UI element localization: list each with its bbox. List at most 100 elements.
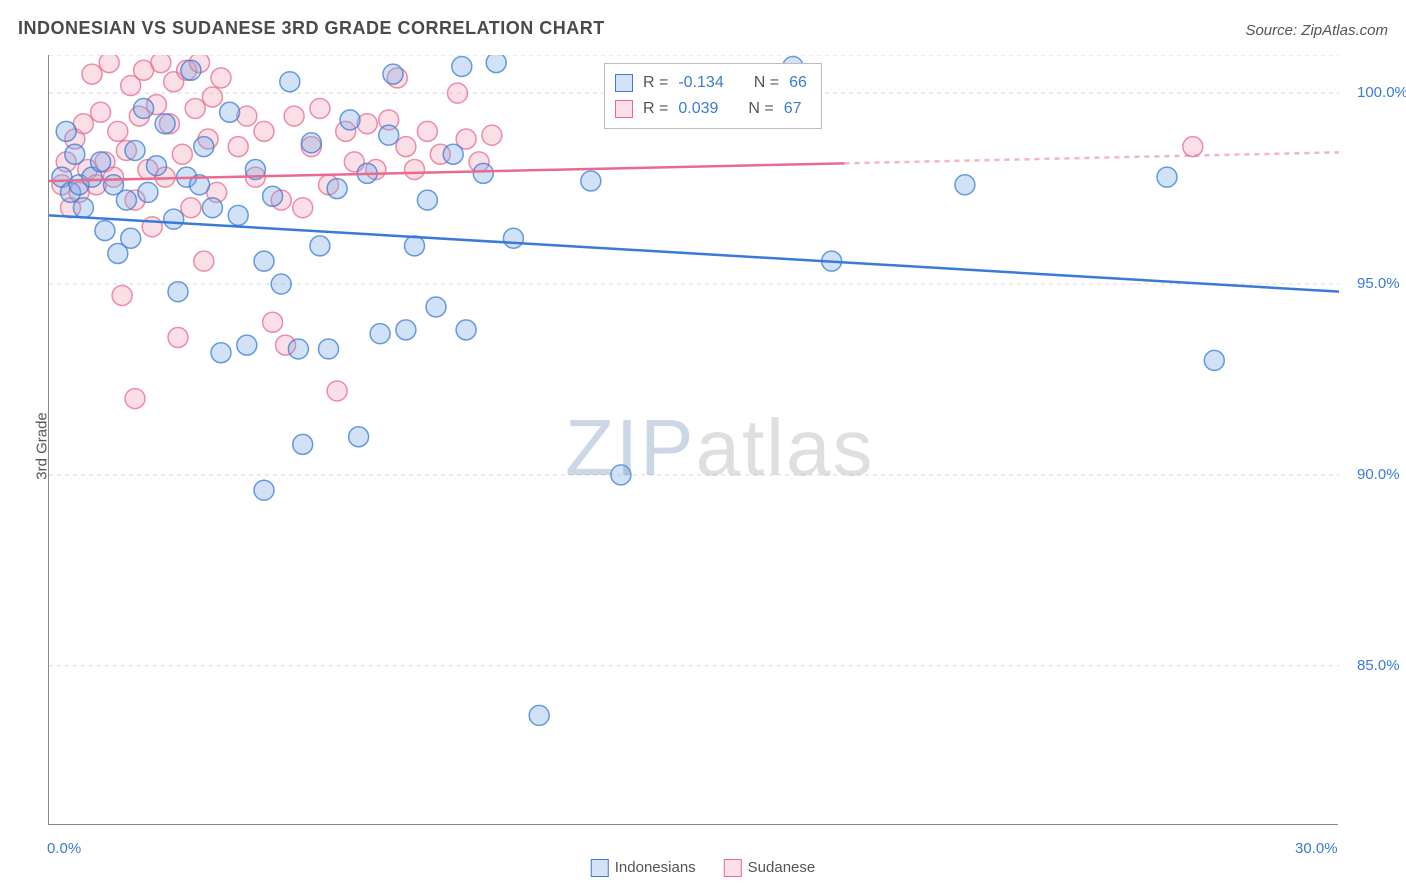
scatter-point — [155, 114, 175, 134]
scatter-point — [452, 56, 472, 76]
chart-svg — [49, 55, 1339, 825]
scatter-point — [237, 335, 257, 355]
legend-swatch — [591, 859, 609, 877]
scatter-point — [443, 144, 463, 164]
scatter-point — [168, 282, 188, 302]
stats-r-value: -0.134 — [678, 70, 723, 96]
scatter-point — [473, 163, 493, 183]
y-tick-label: 85.0% — [1357, 657, 1400, 674]
scatter-point — [228, 205, 248, 225]
scatter-point — [56, 121, 76, 141]
scatter-point — [379, 125, 399, 145]
bottom-legend: Indonesians Sudanese — [591, 859, 815, 877]
scatter-point — [181, 60, 201, 80]
chart-title: INDONESIAN VS SUDANESE 3RD GRADE CORRELA… — [18, 18, 605, 39]
scatter-point — [263, 186, 283, 206]
legend-label: Sudanese — [748, 859, 816, 876]
scatter-point — [181, 198, 201, 218]
scatter-point — [73, 198, 93, 218]
scatter-point — [448, 83, 468, 103]
scatter-point — [134, 98, 154, 118]
stats-n-value: 66 — [789, 70, 807, 96]
scatter-point — [370, 324, 390, 344]
scatter-point — [121, 228, 141, 248]
scatter-point — [280, 72, 300, 92]
scatter-point — [310, 236, 330, 256]
scatter-point — [1183, 137, 1203, 157]
scatter-point — [327, 179, 347, 199]
scatter-point — [503, 228, 523, 248]
y-tick-label: 95.0% — [1357, 275, 1400, 292]
scatter-point — [405, 236, 425, 256]
scatter-point — [112, 286, 132, 306]
legend-swatch — [724, 859, 742, 877]
scatter-point — [1204, 350, 1224, 370]
scatter-point — [254, 121, 274, 141]
scatter-point — [138, 182, 158, 202]
scatter-point — [254, 251, 274, 271]
scatter-point — [310, 98, 330, 118]
scatter-point — [220, 102, 240, 122]
stats-legend-box: R = -0.134N = 66R = 0.039N = 67 — [604, 63, 822, 129]
stats-r-value: 0.039 — [678, 96, 718, 122]
scatter-point — [405, 160, 425, 180]
scatter-point — [327, 381, 347, 401]
scatter-point — [82, 64, 102, 84]
scatter-point — [301, 133, 321, 153]
scatter-point — [263, 312, 283, 332]
scatter-point — [486, 55, 506, 73]
scatter-point — [396, 137, 416, 157]
plot-area: ZIPatlas R = -0.134N = 66R = 0.039N = 67… — [48, 55, 1338, 825]
scatter-point — [284, 106, 304, 126]
y-tick-label: 90.0% — [1357, 466, 1400, 483]
scatter-point — [529, 705, 549, 725]
scatter-point — [91, 102, 111, 122]
scatter-point — [581, 171, 601, 191]
scatter-point — [116, 190, 136, 210]
scatter-point — [319, 339, 339, 359]
scatter-point — [426, 297, 446, 317]
scatter-point — [396, 320, 416, 340]
scatter-point — [293, 434, 313, 454]
scatter-point — [340, 110, 360, 130]
y-tick-label: 100.0% — [1357, 84, 1406, 101]
scatter-point — [194, 251, 214, 271]
stats-n-label: N = — [748, 96, 773, 122]
legend-label: Indonesians — [615, 859, 696, 876]
scatter-point — [202, 87, 222, 107]
legend-swatch — [615, 74, 633, 92]
scatter-point — [383, 64, 403, 84]
scatter-point — [211, 68, 231, 88]
scatter-point — [417, 121, 437, 141]
scatter-point — [147, 156, 167, 176]
scatter-point — [125, 140, 145, 160]
scatter-point — [482, 125, 502, 145]
scatter-point — [185, 98, 205, 118]
scatter-point — [456, 320, 476, 340]
scatter-point — [288, 339, 308, 359]
legend-item: Sudanese — [724, 859, 816, 877]
stats-n-value: 67 — [784, 96, 802, 122]
scatter-point — [65, 144, 85, 164]
legend-item: Indonesians — [591, 859, 696, 877]
stats-r-label: R = — [643, 70, 668, 96]
scatter-point — [955, 175, 975, 195]
scatter-point — [611, 465, 631, 485]
scatter-point — [164, 209, 184, 229]
scatter-point — [91, 152, 111, 172]
scatter-point — [1157, 167, 1177, 187]
x-tick-label: 0.0% — [47, 840, 81, 857]
scatter-point — [194, 137, 214, 157]
scatter-point — [293, 198, 313, 218]
stats-n-label: N = — [754, 70, 779, 96]
scatter-point — [228, 137, 248, 157]
scatter-point — [271, 274, 291, 294]
scatter-point — [254, 480, 274, 500]
x-tick-label: 30.0% — [1295, 840, 1338, 857]
scatter-point — [172, 144, 192, 164]
stats-row: R = 0.039N = 67 — [615, 96, 807, 122]
scatter-point — [151, 55, 171, 73]
source-label: Source: ZipAtlas.com — [1245, 22, 1388, 39]
scatter-point — [168, 327, 188, 347]
legend-swatch — [615, 100, 633, 118]
